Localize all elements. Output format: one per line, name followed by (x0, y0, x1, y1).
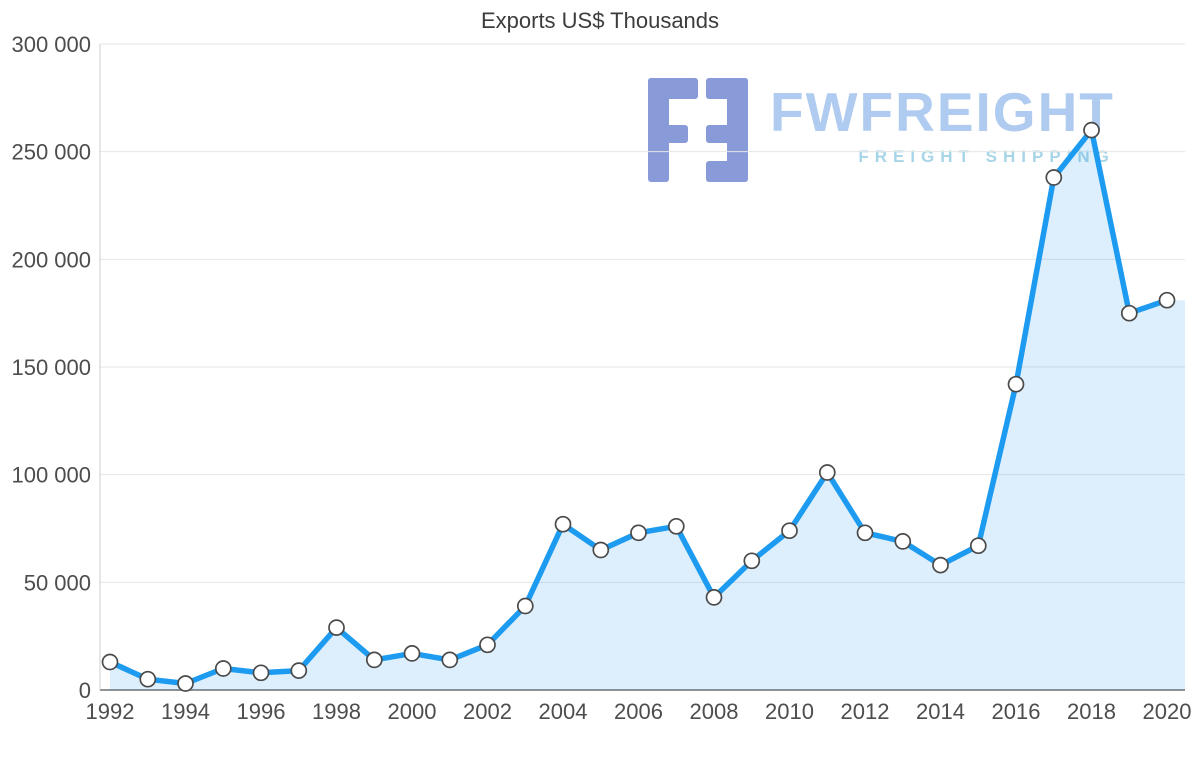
data-point-marker[interactable] (290, 662, 308, 679)
data-point-marker[interactable] (1007, 375, 1025, 393)
data-point-marker[interactable] (969, 537, 987, 555)
x-tick-label: 2004 (539, 699, 588, 724)
data-point-marker[interactable] (214, 660, 232, 677)
brand-name: FWFREIGHT (770, 81, 1115, 143)
data-point-marker[interactable] (630, 524, 647, 542)
data-point-marker[interactable] (403, 645, 421, 662)
data-point-marker[interactable] (932, 556, 949, 574)
data-point-marker[interactable] (252, 664, 270, 682)
x-tick-label: 2012 (841, 699, 890, 724)
data-point-marker[interactable] (667, 517, 685, 535)
data-point-marker[interactable] (856, 524, 874, 542)
x-tick-label: 1994 (161, 699, 210, 724)
data-point-marker[interactable] (1045, 169, 1063, 186)
data-point-marker[interactable] (554, 515, 572, 533)
data-point-marker[interactable] (516, 597, 534, 615)
x-tick-label: 2002 (463, 699, 512, 724)
x-tick-label: 1996 (237, 699, 286, 724)
x-tick-label: 2000 (388, 699, 437, 724)
data-point-marker[interactable] (101, 653, 119, 671)
data-point-marker[interactable] (781, 522, 798, 540)
x-tick-label: 1998 (312, 699, 361, 724)
data-point-marker[interactable] (1158, 291, 1176, 309)
data-point-marker[interactable] (743, 552, 761, 570)
x-tick-label: 1992 (86, 699, 135, 724)
data-point-marker[interactable] (592, 541, 610, 559)
x-tick-label: 2006 (614, 699, 663, 724)
data-point-marker[interactable] (328, 619, 345, 636)
x-tick-label: 2008 (690, 699, 739, 724)
x-tick-label: 2018 (1067, 699, 1116, 724)
data-point-marker[interactable] (1083, 121, 1100, 139)
brand-text-block: FWFREIGHT FREIGHT SHIPPING (770, 82, 1115, 167)
y-tick-label: 0 (79, 678, 91, 703)
y-tick-label: 300 000 (11, 32, 91, 57)
y-tick-label: 100 000 (11, 463, 91, 488)
data-point-marker[interactable] (818, 464, 836, 481)
y-tick-label: 250 000 (11, 140, 91, 165)
data-point-marker[interactable] (177, 675, 194, 692)
x-tick-label: 2020 (1143, 699, 1192, 724)
y-tick-label: 200 000 (11, 247, 91, 272)
series-area (110, 130, 1185, 691)
y-tick-label: 50 000 (24, 570, 91, 595)
x-tick-label: 2016 (992, 699, 1041, 724)
data-point-marker[interactable] (365, 651, 383, 669)
data-point-marker[interactable] (441, 651, 459, 669)
data-point-marker[interactable] (705, 589, 723, 606)
y-tick-label: 150 000 (11, 355, 91, 380)
data-point-marker[interactable] (1120, 304, 1138, 322)
brand-watermark: FWFREIGHT FREIGHT SHIPPING (646, 70, 1115, 186)
data-point-marker[interactable] (894, 533, 912, 550)
data-point-marker[interactable] (479, 636, 496, 654)
x-tick-label: 2010 (765, 699, 814, 724)
x-tick-label: 2014 (916, 699, 965, 724)
fwfreight-logo-icon (648, 78, 748, 182)
data-point-marker[interactable] (139, 670, 157, 688)
chart-title: Exports US$ Thousands (480, 8, 720, 33)
